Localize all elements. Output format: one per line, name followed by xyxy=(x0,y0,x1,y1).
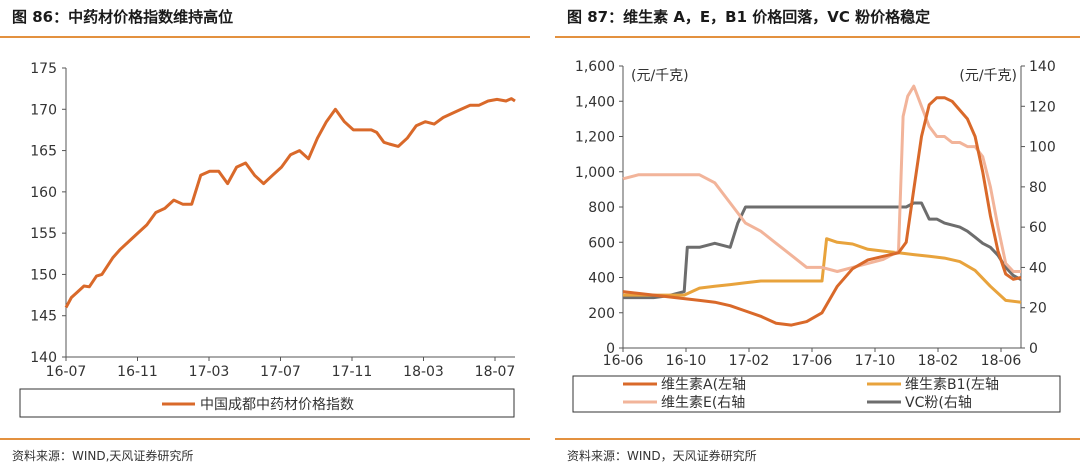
left-y-tick-label: 200 xyxy=(588,306,615,322)
x-tick-label: 18-02 xyxy=(918,353,959,369)
y-tick-label: 155 xyxy=(30,226,57,242)
right-y-tick-label: 80 xyxy=(1029,180,1047,196)
legend-label: 维生素E(右轴 xyxy=(661,395,745,411)
left-y-tick-label: 400 xyxy=(588,271,615,287)
right-y-tick-label: 100 xyxy=(1029,140,1056,156)
x-tick-label: 17-02 xyxy=(729,353,770,369)
left-y-tick-label: 800 xyxy=(588,200,615,216)
series-line-2 xyxy=(623,237,1022,304)
x-tick-label: 16-06 xyxy=(603,353,644,369)
left-y-tick-label: 1,400 xyxy=(575,94,615,110)
x-tick-label: 18-03 xyxy=(403,364,444,380)
left-y-tick-label: 600 xyxy=(588,235,615,251)
y-tick-label: 150 xyxy=(30,267,57,283)
right-y-tick-label: 0 xyxy=(1029,341,1038,357)
left-y-tick-label: 1,000 xyxy=(575,165,615,181)
series-line-4 xyxy=(623,201,1022,300)
y-tick-label: 170 xyxy=(30,102,57,118)
x-tick-label: 18-06 xyxy=(981,353,1022,369)
right-y-tick-label: 60 xyxy=(1029,220,1047,236)
series-line-tcm-index xyxy=(64,97,516,309)
left-y-tick-label: 0 xyxy=(606,341,615,357)
x-tick-label: 16-11 xyxy=(117,364,158,380)
x-tick-label: 17-10 xyxy=(855,353,896,369)
right-chart-panel: 图 87：维生素 A，E，B1 价格回落，VC 粉价格稳定 0 200 400 600… xyxy=(555,0,1080,471)
x-tick-label: 17-06 xyxy=(792,353,833,369)
vitamin-price-chart: 0 200 400 600 800 1,000 1,200 1,400 1,600 0 20 40 60… xyxy=(572,59,1061,413)
left-y-tick-label: 1,200 xyxy=(575,130,615,146)
right-source-rule xyxy=(555,438,1080,440)
right-chart-source: 资料来源：WIND，天风证券研究所 xyxy=(567,449,757,463)
legend-box xyxy=(19,388,515,418)
legend-label: 维生素B1(左轴 xyxy=(905,377,999,393)
legend-label: VC粉(右轴 xyxy=(905,395,972,411)
right-title-rule xyxy=(555,36,1080,38)
x-tick-label: 17-11 xyxy=(332,364,373,380)
left-chart-panel: 图 86：中药材价格指数维持高位 140 145 150 155 160 165 170 17… xyxy=(0,0,530,471)
left-title-rule xyxy=(0,36,530,38)
right-y-tick-label: 120 xyxy=(1029,99,1056,115)
legend-label: 维生素A(左轴 xyxy=(661,377,746,393)
y-tick-label: 160 xyxy=(30,185,57,201)
y-tick-label: 145 xyxy=(30,309,57,325)
y-tick-label: 140 xyxy=(30,350,57,366)
x-tick-label: 17-03 xyxy=(189,364,230,380)
right-y-tick-label: 40 xyxy=(1029,260,1047,276)
left-chart-source: 资料来源：WIND,天风证券研究所 xyxy=(12,449,194,463)
left-source-rule xyxy=(0,438,530,440)
x-tick-label: 17-07 xyxy=(260,364,301,380)
right-y-tick-label: 140 xyxy=(1029,59,1056,75)
y-tick-label: 175 xyxy=(30,61,57,77)
series-line-1 xyxy=(622,96,1022,327)
right-chart-title: 图 87：维生素 A，E，B1 价格回落，VC 粉价格稳定 xyxy=(567,8,931,26)
legend-box xyxy=(572,375,1061,413)
right-axis-unit: (元/千克) xyxy=(959,68,1017,84)
left-axis-unit: (元/千克) xyxy=(631,68,689,84)
x-tick-label: 18-07 xyxy=(475,364,516,380)
left-y-tick-label: 1,600 xyxy=(575,59,615,75)
y-tick-label: 165 xyxy=(30,144,57,160)
x-tick-label: 16-07 xyxy=(46,364,87,380)
legend-label: 中国成都中药材价格指数 xyxy=(200,397,354,413)
x-tick-label: 16-10 xyxy=(666,353,707,369)
left-chart-title: 图 86：中药材价格指数维持高位 xyxy=(12,8,234,26)
right-y-tick-label: 20 xyxy=(1029,301,1047,317)
tcm-price-index-chart: 140 145 150 155 160 165 170 175 16-07 16-11 17-03 1… xyxy=(19,61,516,418)
